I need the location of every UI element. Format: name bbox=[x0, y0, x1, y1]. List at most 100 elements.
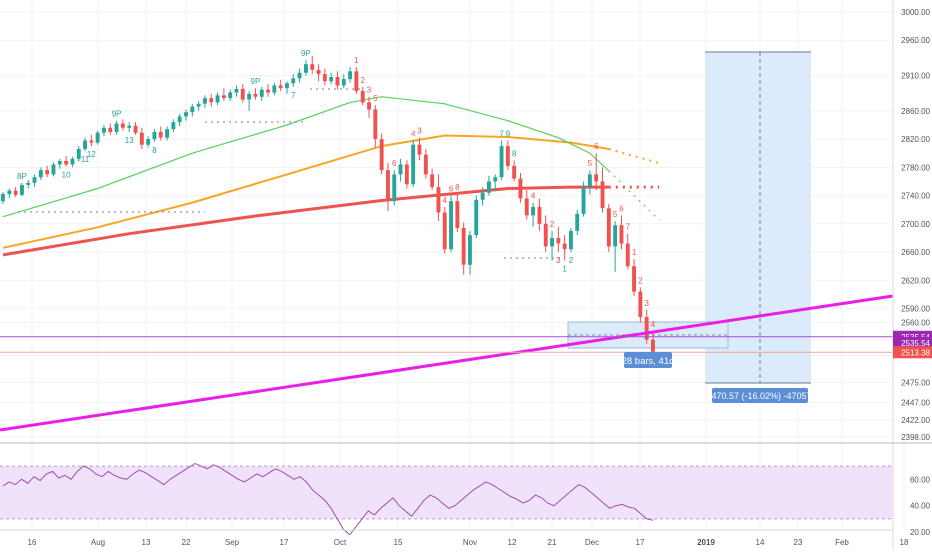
candle-body[interactable] bbox=[13, 190, 18, 195]
candle-body[interactable] bbox=[253, 93, 258, 97]
candle-body[interactable] bbox=[240, 89, 245, 100]
candle-body[interactable] bbox=[196, 103, 201, 107]
candle-body[interactable] bbox=[442, 212, 447, 250]
candle-body[interactable] bbox=[152, 132, 157, 140]
candle-body[interactable] bbox=[89, 140, 94, 143]
candle-body[interactable] bbox=[215, 95, 220, 103]
candle-body[interactable] bbox=[360, 91, 365, 103]
candle-body[interactable] bbox=[455, 201, 460, 228]
candle-body[interactable] bbox=[487, 181, 491, 193]
candle-body[interactable] bbox=[493, 177, 498, 182]
candle-body[interactable] bbox=[379, 139, 384, 171]
candle-body[interactable] bbox=[600, 181, 605, 209]
candle-body[interactable] bbox=[556, 237, 561, 244]
candle-body[interactable] bbox=[449, 201, 453, 250]
candle-body[interactable] bbox=[221, 95, 226, 99]
candle-body[interactable] bbox=[234, 89, 239, 93]
candle-body[interactable] bbox=[20, 185, 24, 195]
candle-body[interactable] bbox=[45, 170, 50, 175]
candle-body[interactable] bbox=[417, 144, 422, 155]
candle-body[interactable] bbox=[184, 112, 188, 117]
candle-body[interactable] bbox=[95, 132, 100, 143]
candle-body[interactable] bbox=[587, 174, 592, 188]
candle-body[interactable] bbox=[386, 170, 390, 202]
candle-body[interactable] bbox=[518, 178, 523, 199]
candle-body[interactable] bbox=[341, 79, 346, 86]
candle-body[interactable] bbox=[474, 199, 479, 236]
candle-body[interactable] bbox=[285, 83, 289, 89]
candle-body[interactable] bbox=[423, 154, 428, 175]
candle-body[interactable] bbox=[373, 109, 378, 140]
candle-body[interactable] bbox=[594, 174, 599, 182]
candle-body[interactable] bbox=[127, 125, 132, 128]
candle-body[interactable] bbox=[644, 317, 649, 340]
candle-body[interactable] bbox=[83, 140, 87, 150]
candle-body[interactable] bbox=[133, 125, 138, 133]
candle-body[interactable] bbox=[139, 132, 144, 145]
candlesticks[interactable] bbox=[1, 55, 655, 356]
trendline[interactable] bbox=[0, 294, 894, 432]
drawing-overlays[interactable]: 28 bars, 41d -470.57 (-16.02%) -47057 bbox=[0, 294, 894, 432]
candle-body[interactable] bbox=[190, 106, 195, 113]
candle-body[interactable] bbox=[550, 237, 554, 247]
candle-body[interactable] bbox=[51, 164, 56, 175]
candle-body[interactable] bbox=[329, 77, 334, 82]
candle-body[interactable] bbox=[177, 116, 182, 123]
candle-body[interactable] bbox=[203, 98, 207, 104]
candle-body[interactable] bbox=[304, 64, 308, 73]
candle-body[interactable] bbox=[524, 198, 529, 216]
candle-body[interactable] bbox=[70, 158, 75, 165]
candle-body[interactable] bbox=[398, 164, 403, 175]
candle-body[interactable] bbox=[165, 129, 169, 138]
candle-body[interactable] bbox=[543, 223, 548, 247]
candle-body[interactable] bbox=[7, 190, 12, 195]
candle-body[interactable] bbox=[354, 71, 359, 92]
candle-body[interactable] bbox=[411, 144, 416, 185]
candle-body[interactable] bbox=[632, 266, 636, 292]
candle-body[interactable] bbox=[228, 92, 233, 99]
candle-body[interactable] bbox=[348, 71, 352, 80]
candle-body[interactable] bbox=[1, 194, 5, 202]
candle-body[interactable] bbox=[266, 89, 270, 93]
candle-body[interactable] bbox=[209, 98, 214, 103]
candle-body[interactable] bbox=[436, 187, 441, 213]
candle-body[interactable] bbox=[120, 123, 125, 128]
candle-body[interactable] bbox=[606, 208, 611, 247]
candle-body[interactable] bbox=[272, 85, 277, 93]
candle-body[interactable] bbox=[310, 64, 315, 70]
candle-body[interactable] bbox=[537, 206, 542, 224]
candle-body[interactable] bbox=[171, 122, 176, 130]
candle-body[interactable] bbox=[335, 77, 340, 86]
candle-body[interactable] bbox=[291, 78, 296, 84]
candle-body[interactable] bbox=[404, 164, 409, 185]
candle-body[interactable] bbox=[146, 139, 151, 145]
candle-body[interactable] bbox=[569, 230, 573, 250]
candle-body[interactable] bbox=[26, 182, 31, 185]
candle-body[interactable] bbox=[114, 123, 119, 133]
candle-body[interactable] bbox=[562, 243, 567, 250]
candle-body[interactable] bbox=[638, 291, 643, 317]
candle-body[interactable] bbox=[32, 177, 37, 183]
candle-body[interactable] bbox=[531, 206, 535, 216]
candle-body[interactable] bbox=[581, 187, 586, 214]
candle-body[interactable] bbox=[108, 127, 113, 132]
candle-body[interactable] bbox=[392, 174, 397, 202]
candle-body[interactable] bbox=[278, 85, 283, 89]
candle-body[interactable] bbox=[619, 225, 624, 244]
candle-body[interactable] bbox=[76, 149, 81, 159]
candle-body[interactable] bbox=[38, 170, 43, 178]
candle-body[interactable] bbox=[575, 213, 580, 231]
candle-body[interactable] bbox=[430, 174, 435, 188]
candle-body[interactable] bbox=[259, 89, 264, 97]
candle-body[interactable] bbox=[625, 243, 630, 267]
candle-body[interactable] bbox=[461, 228, 466, 265]
candle-body[interactable] bbox=[499, 146, 504, 178]
candle-body[interactable] bbox=[297, 72, 302, 79]
candle-body[interactable] bbox=[613, 225, 618, 247]
candle-body[interactable] bbox=[64, 161, 69, 165]
candle-body[interactable] bbox=[651, 339, 655, 353]
candle-body[interactable] bbox=[158, 132, 163, 138]
candle-body[interactable] bbox=[480, 192, 485, 200]
candle-body[interactable] bbox=[468, 235, 472, 265]
